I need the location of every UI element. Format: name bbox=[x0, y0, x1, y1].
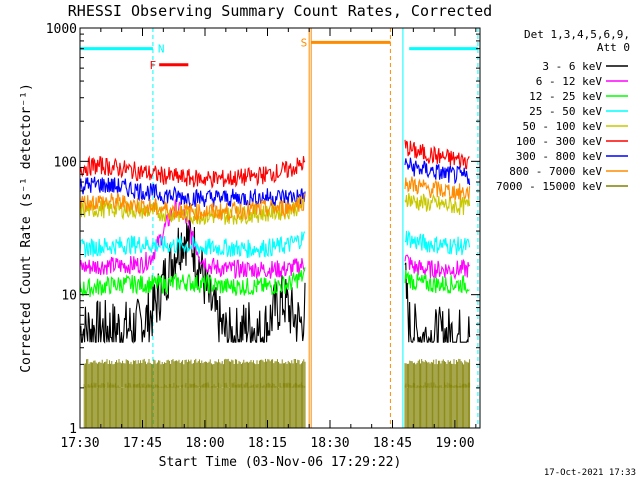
chart-title: RHESSI Observing Summary Count Rates, Co… bbox=[68, 2, 492, 20]
legend-header-line: Att 0 bbox=[597, 41, 630, 54]
marker-label-s: S bbox=[301, 36, 308, 49]
legend-label-100-300-kev: 100 - 300 keV bbox=[516, 135, 602, 148]
y-axis-ticks: 1 10 100 1000 bbox=[46, 22, 480, 437]
series-100-300-kev-segment-0 bbox=[79, 155, 306, 190]
x-tick-label: 18:30 bbox=[310, 436, 349, 451]
series-7000-15000-kev-segment-2 bbox=[404, 358, 471, 388]
legend-label-7000-15000-kev: 7000 - 15000 keV bbox=[496, 180, 602, 193]
legend-label-3-6-kev: 3 - 6 keV bbox=[542, 60, 602, 73]
y-tick-label: 100 bbox=[54, 155, 77, 170]
series-3-6-kev-segment-0 bbox=[79, 215, 306, 344]
series-100-300-kev-segment-1 bbox=[404, 139, 470, 170]
x-axis-ticks: 17:30 17:45 18:00 18:15 18:30 18:45 19:00 bbox=[60, 28, 477, 451]
y-tick-label: 10 bbox=[61, 289, 77, 304]
footer-timestamp: 17-Oct-2021 17:33 bbox=[544, 468, 636, 478]
series-6-12-kev-segment-1 bbox=[404, 254, 470, 281]
legend-label-6-12-kev: 6 - 12 keV bbox=[536, 75, 603, 88]
legend-header-line: Det 1,3,4,5,6,9, bbox=[524, 28, 630, 41]
series-800-7000-kev-segment-0 bbox=[79, 191, 306, 223]
series-25-50-kev-segment-0 bbox=[79, 231, 306, 258]
legend-label-50-100-kev: 50 - 100 keV bbox=[523, 120, 603, 133]
x-axis-label: Start Time (03-Nov-06 17:29:22) bbox=[159, 455, 402, 470]
series-7000-15000-kev-segment-3 bbox=[404, 382, 471, 428]
legend-label-800-7000-kev: 800 - 7000 keV bbox=[509, 165, 602, 178]
legend-label-25-50-kev: 25 - 50 keV bbox=[529, 105, 602, 118]
series-800-7000-kev-segment-1 bbox=[404, 176, 471, 201]
series-50-100-kev-segment-1 bbox=[404, 193, 471, 216]
y-tick-label: 1 bbox=[69, 422, 77, 437]
x-tick-label: 18:15 bbox=[248, 436, 287, 451]
series-300-800-kev-segment-1 bbox=[404, 157, 471, 186]
y-axis-label: Corrected Count Rate (s⁻¹ detector⁻¹) bbox=[19, 83, 34, 373]
series-12-25-kev-segment-0 bbox=[79, 267, 306, 298]
marker-label-n: N bbox=[158, 43, 165, 56]
series-25-50-kev-segment-1 bbox=[405, 230, 471, 256]
marker-label-f: F bbox=[150, 59, 157, 72]
series-7000-15000-kev-segment-1 bbox=[83, 382, 306, 428]
x-tick-label: 17:30 bbox=[60, 436, 99, 451]
series-7000-15000-kev-segment-0 bbox=[83, 358, 306, 388]
plot-frame bbox=[79, 27, 481, 429]
series-6-12-kev-segment-0 bbox=[79, 197, 306, 279]
legend-label-300-800-kev: 300 - 800 keV bbox=[516, 150, 602, 163]
y-tick-label: 1000 bbox=[46, 22, 77, 37]
x-tick-label: 17:45 bbox=[123, 436, 162, 451]
legend: Det 1,3,4,5,6,9,Att 0 3 - 6 keV 6 - 12 keV… bbox=[496, 28, 630, 193]
x-tick-label: 18:45 bbox=[373, 436, 412, 451]
series-lines bbox=[79, 139, 471, 428]
legend-label-12-25-kev: 12 - 25 keV bbox=[529, 90, 602, 103]
x-tick-label: 19:00 bbox=[435, 436, 474, 451]
series-3-6-kev-segment-1 bbox=[404, 262, 471, 343]
x-tick-label: 18:00 bbox=[185, 436, 224, 451]
series-12-25-kev-segment-1 bbox=[404, 270, 470, 295]
attenuator-markers: NF S bbox=[80, 36, 478, 72]
